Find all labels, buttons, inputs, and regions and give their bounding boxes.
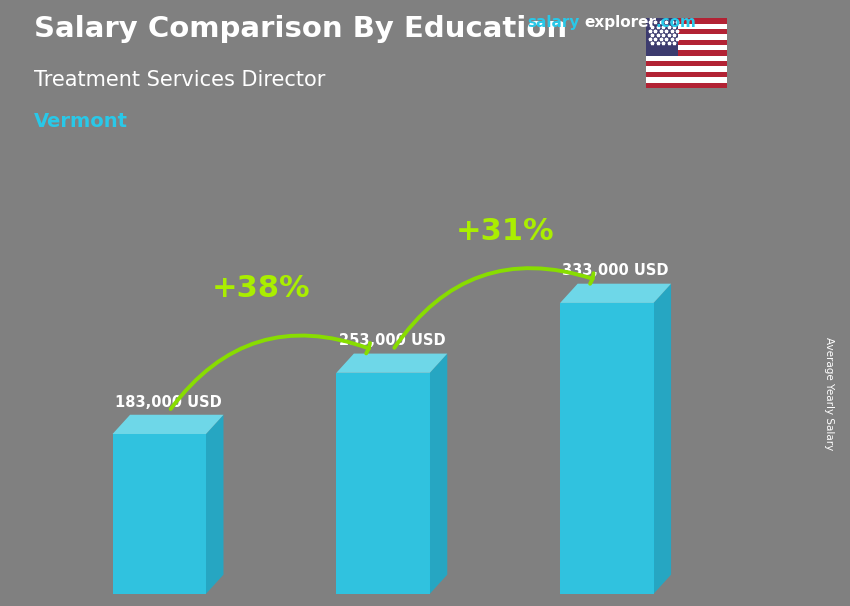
Bar [112,434,206,594]
Bar [646,29,727,35]
Text: salary: salary [527,15,580,30]
Polygon shape [112,415,224,434]
Text: 333,000 USD: 333,000 USD [563,264,669,278]
Bar [646,56,727,61]
Polygon shape [654,284,672,594]
Polygon shape [206,415,224,594]
Text: explorer: explorer [585,15,657,30]
Text: Vermont: Vermont [34,112,128,131]
Text: 183,000 USD: 183,000 USD [115,395,221,410]
Text: +31%: +31% [456,217,554,246]
Bar [646,67,727,72]
Text: +38%: +38% [212,273,311,302]
Bar [646,61,727,67]
Bar [646,72,727,77]
Text: Treatment Services Director: Treatment Services Director [34,70,326,90]
Bar [646,18,678,56]
Bar [646,35,727,39]
Text: 253,000 USD: 253,000 USD [338,333,445,348]
Bar [646,45,727,50]
Bar [646,18,727,24]
Text: .com: .com [655,15,696,30]
Polygon shape [430,353,447,594]
Bar [646,24,727,29]
Bar [646,50,727,56]
Polygon shape [560,284,672,303]
Text: Salary Comparison By Education: Salary Comparison By Education [34,15,567,43]
Text: Average Yearly Salary: Average Yearly Salary [824,338,834,450]
Bar [646,82,727,88]
Bar [646,77,727,82]
Bar [337,373,430,594]
Bar [646,39,727,45]
Bar [560,303,654,594]
Polygon shape [337,353,447,373]
